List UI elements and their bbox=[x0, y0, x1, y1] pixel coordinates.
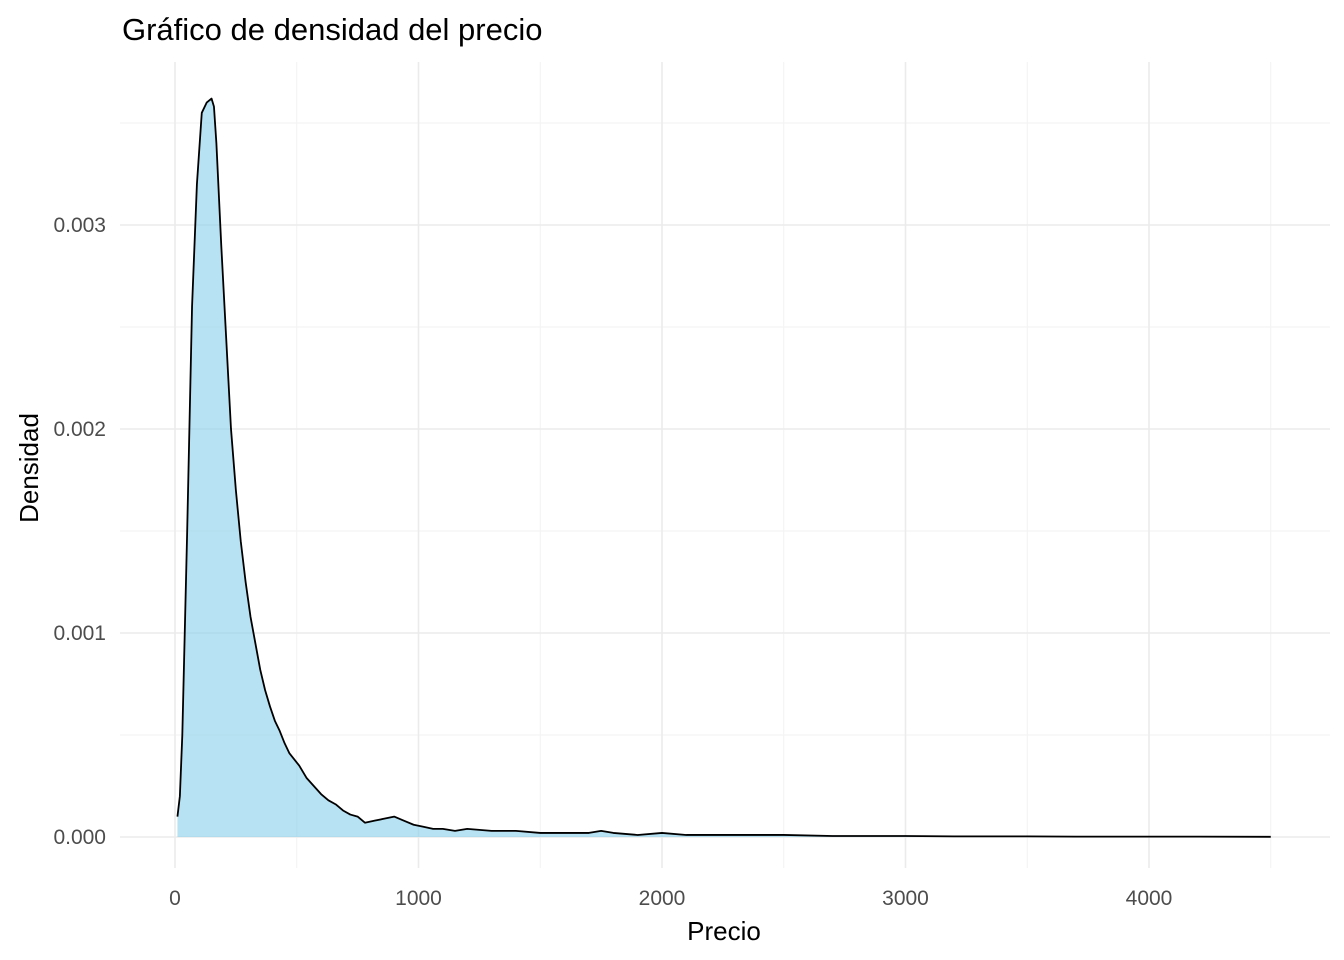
y-tick-label-2: 0.002 bbox=[53, 418, 106, 441]
y-tick-label-3: 0.003 bbox=[53, 214, 106, 237]
x-axis-tick-labels: 0 1000 2000 3000 4000 bbox=[169, 887, 1172, 910]
chart-title: Gráfico de densidad del precio bbox=[122, 12, 542, 47]
x-tick-label-2: 2000 bbox=[639, 887, 686, 910]
x-tick-label-0: 0 bbox=[169, 887, 181, 910]
x-tick-label-1: 1000 bbox=[395, 887, 442, 910]
y-tick-label-0: 0.000 bbox=[53, 826, 106, 849]
x-axis-title: Precio bbox=[687, 916, 761, 946]
y-axis-title: Densidad bbox=[14, 413, 44, 523]
major-gridlines bbox=[120, 62, 1330, 868]
y-tick-label-1: 0.001 bbox=[53, 622, 106, 645]
density-area bbox=[177, 98, 1271, 837]
density-line bbox=[176, 97, 1271, 838]
x-tick-label-4: 4000 bbox=[1126, 887, 1173, 910]
minor-gridlines bbox=[120, 62, 1330, 868]
y-axis-tick-labels: 0.000 0.001 0.002 0.003 bbox=[53, 214, 106, 849]
x-tick-label-3: 3000 bbox=[882, 887, 929, 910]
